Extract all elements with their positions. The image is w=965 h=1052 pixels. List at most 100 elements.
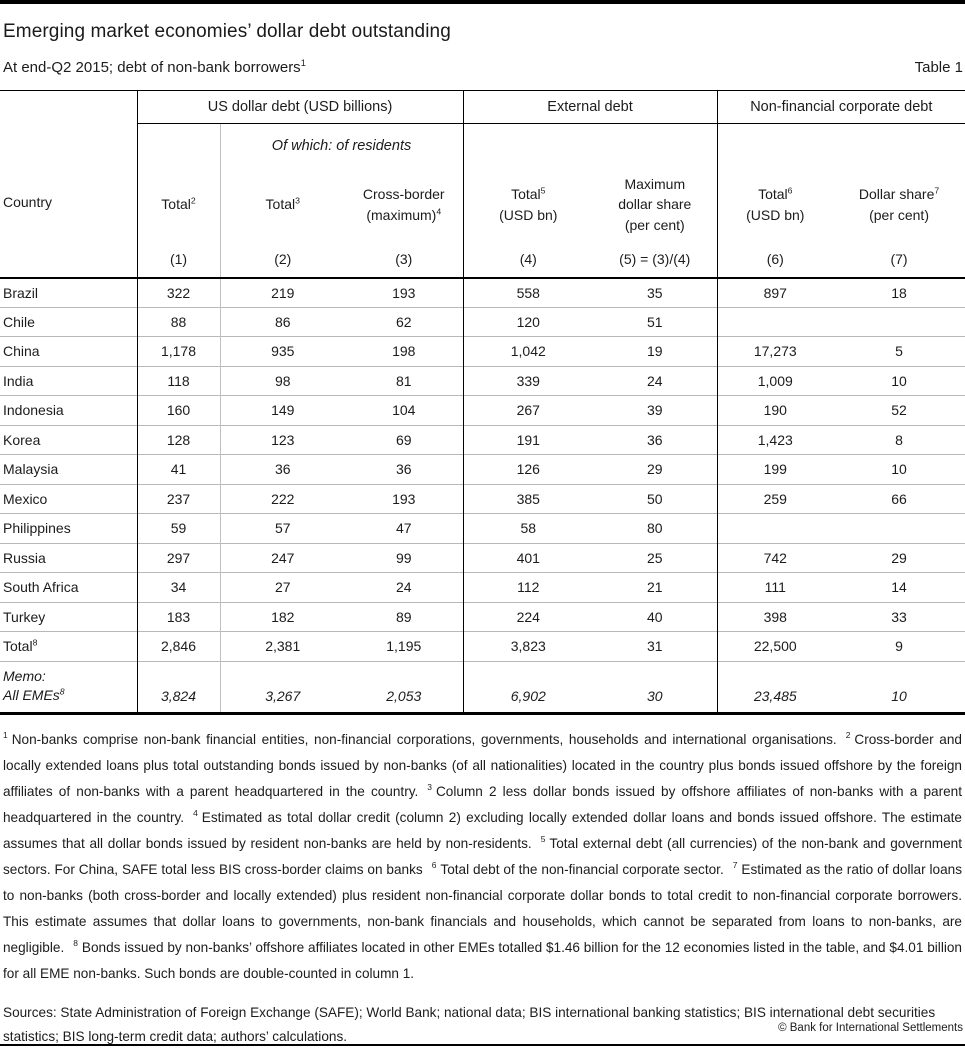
value-cell: 118 [137, 365, 221, 396]
top-rule [0, 0, 965, 4]
country-cell: Indonesia [0, 395, 138, 425]
footnote-marker: 6 [787, 185, 793, 196]
value-cell: 120 [463, 306, 594, 337]
value-cell: 1,178 [137, 336, 221, 366]
value-cell: 339 [463, 365, 594, 396]
value-cell: 31 [593, 631, 718, 661]
column-header-max-dollar-share: Maximum dollar share (per cent) [593, 167, 718, 242]
column-number: (5) = (3)/(4) [593, 241, 718, 279]
subtitle-text: At end-Q2 2015; debt of non-bank borrowe… [3, 59, 301, 76]
country-cell: Brazil [0, 277, 138, 307]
footnote-marker: 2 [190, 195, 196, 206]
memo-value-cell: 23,485 [717, 660, 834, 714]
column-number: (3) [345, 241, 464, 279]
footnotes: 1 Non-banks comprise non-bank financial e… [3, 730, 963, 981]
value-cell: 9 [833, 631, 965, 661]
bottom-rule [0, 1044, 965, 1046]
table-number-label: Table 1 [914, 59, 963, 76]
value-cell: 126 [463, 454, 594, 484]
value-cell: 50 [593, 483, 718, 514]
value-cell: 259 [717, 483, 834, 514]
value-cell: 58 [463, 513, 594, 543]
footnote-marker: 7 [732, 860, 738, 871]
country-cell: India [0, 365, 138, 396]
value-cell: 10 [833, 454, 965, 484]
subgroup-header-row: Of which: of residents [0, 123, 965, 168]
value-cell: 123 [220, 424, 345, 455]
footnote-marker: 4 [193, 808, 198, 819]
group-header-row: Country US dollar debt (USD billions) Ex… [0, 90, 965, 279]
value-cell: 66 [833, 483, 965, 514]
sources-paragraph: Sources: State Administration of Foreign… [3, 1004, 936, 1044]
value-cell: 8 [833, 424, 965, 455]
country-cell: Turkey [0, 601, 138, 632]
value-cell: 128 [137, 424, 221, 455]
value-cell: 59 [137, 513, 221, 543]
value-cell: 69 [345, 424, 464, 455]
table-header: Country US dollar debt (USD billions) Ex… [0, 90, 965, 279]
memo-value-cell: 3,267 [220, 660, 345, 714]
value-cell: 81 [345, 365, 464, 396]
memo-value-cell: 30 [593, 660, 718, 714]
group-header-nonfinancial-debt: Non-financial corporate debt [717, 90, 965, 124]
country-cell: Chile [0, 306, 138, 337]
subtitle-row: At end-Q2 2015; debt of non-bank borrowe… [3, 58, 963, 76]
value-cell: 39 [593, 395, 718, 425]
country-cell: Korea [0, 424, 138, 455]
column-number: (1) [137, 241, 221, 279]
spacer-cell [137, 123, 221, 168]
table-row: Korea 128 123 69 191 36 1,423 8 [0, 424, 965, 455]
value-cell [833, 513, 965, 543]
column-header-text: (USD bn) [499, 206, 558, 223]
value-cell: 33 [833, 601, 965, 632]
memo-value-cell: 10 [833, 660, 965, 714]
value-cell: 27 [220, 572, 345, 602]
value-cell: 247 [220, 542, 345, 573]
value-cell: 88 [137, 306, 221, 337]
value-cell: 104 [345, 395, 464, 425]
footnote-marker: 7 [934, 185, 940, 196]
value-cell [833, 306, 965, 337]
column-header-external-total: Total5 (USD bn) [463, 168, 593, 242]
value-cell: 21 [593, 572, 718, 602]
column-header-text: (maximum) [366, 206, 437, 223]
column-header-text: Total [511, 186, 541, 203]
value-cell: 57 [220, 513, 345, 543]
value-cell: 385 [463, 483, 594, 514]
value-cell: 322 [137, 277, 221, 307]
value-cell: 222 [220, 483, 345, 514]
value-cell: 3,823 [463, 631, 594, 661]
footnote-marker: 3 [295, 195, 300, 206]
value-cell: 199 [717, 454, 834, 484]
value-cell: 24 [593, 365, 718, 396]
footnote-marker: 8 [32, 637, 38, 648]
value-cell: 398 [717, 601, 834, 632]
memo-value-cell: 3,824 [137, 660, 221, 714]
value-cell: 14 [833, 572, 965, 602]
page-title: Emerging market economies’ dollar debt o… [3, 21, 451, 42]
table-row: Chile 88 86 62 120 51 [0, 306, 965, 337]
value-cell: 47 [345, 513, 464, 543]
value-cell: 51 [593, 306, 718, 337]
table-row: Mexico 237 222 193 385 50 259 66 [0, 483, 965, 514]
value-cell: 80 [593, 513, 718, 543]
memo-value-cell: 6,902 [463, 660, 594, 714]
footnote-marker: 5 [540, 834, 546, 845]
table-subtitle: At end-Q2 2015; debt of non-bank borrowe… [3, 58, 306, 76]
value-cell: 2,846 [137, 631, 221, 661]
value-cell: 98 [220, 365, 345, 396]
group-header-usd-debt: US dollar debt (USD billions) [137, 90, 464, 124]
column-header-total-2: Total3 [220, 168, 345, 242]
value-cell: 1,195 [345, 631, 464, 661]
value-cell: 22,500 [717, 631, 834, 661]
footnote-marker: 8 [73, 938, 78, 949]
column-number-row: (1) (2) (3) (4) (5) = (3)/(4) (6) (7) [0, 241, 965, 279]
value-cell: 89 [345, 601, 464, 632]
value-cell: 40 [593, 601, 718, 632]
value-cell: 19 [593, 336, 718, 366]
value-cell: 149 [220, 395, 345, 425]
table-row: Russia 297 247 99 401 25 742 29 [0, 542, 965, 573]
value-cell: 219 [271, 284, 295, 301]
table-row: Philippines 59 57 47 58 80 [0, 513, 965, 543]
copyright-notice: © Bank for International Settlements [778, 1022, 963, 1034]
